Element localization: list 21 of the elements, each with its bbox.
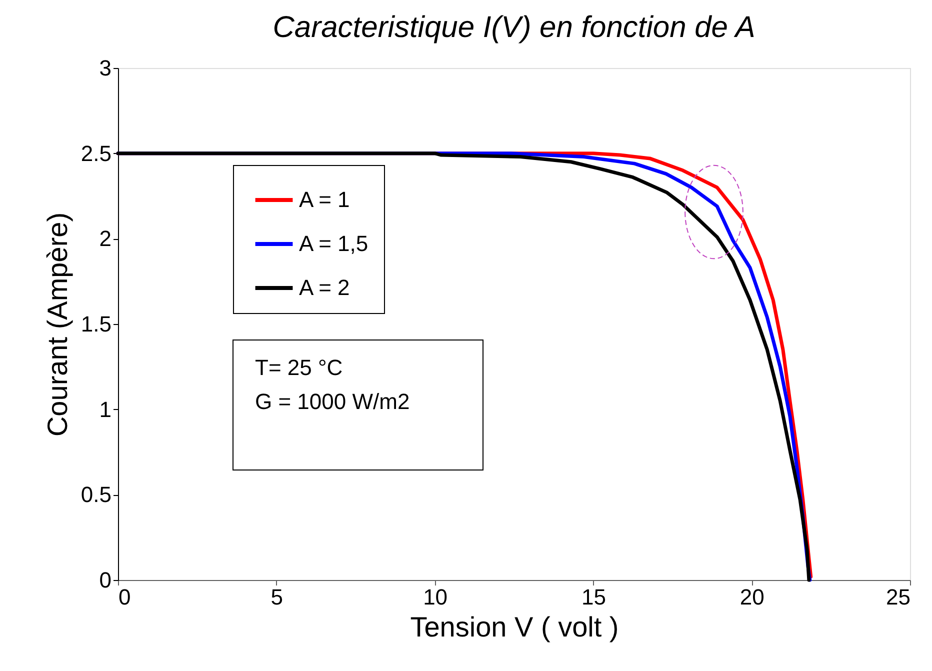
- x-tick-label: 5: [270, 584, 284, 610]
- y-tick-label: 2.5: [80, 140, 112, 166]
- x-tick-label: 20: [740, 584, 764, 610]
- y-tick-label: 3: [99, 56, 112, 80]
- legend-label: A = 1,5: [299, 231, 368, 256]
- x-tick-label: 25: [886, 584, 910, 610]
- legend-label: A = 2: [299, 275, 350, 300]
- annotation: G = 1000 W/m2: [255, 389, 410, 414]
- y-tick-label: 2: [99, 226, 112, 252]
- y-tick-label: 1.5: [80, 312, 112, 336]
- y-tick-label: 0.5: [80, 482, 112, 508]
- chart-title: Caracteristique I(V) en fonction de A: [272, 11, 756, 44]
- x-tick-label: 10: [423, 584, 448, 610]
- x-tick-label: 0: [118, 584, 131, 610]
- annotation: T= 25 °C: [255, 355, 343, 380]
- y-tick-label: 1: [99, 396, 112, 422]
- y-tick-label: 0: [99, 568, 112, 592]
- x-tick-label: 15: [581, 584, 606, 610]
- x-axis-title: Tension V ( volt ): [410, 612, 619, 642]
- y-axis-title: Courant (Ampère): [42, 212, 73, 437]
- legend-label: A = 1: [299, 187, 350, 212]
